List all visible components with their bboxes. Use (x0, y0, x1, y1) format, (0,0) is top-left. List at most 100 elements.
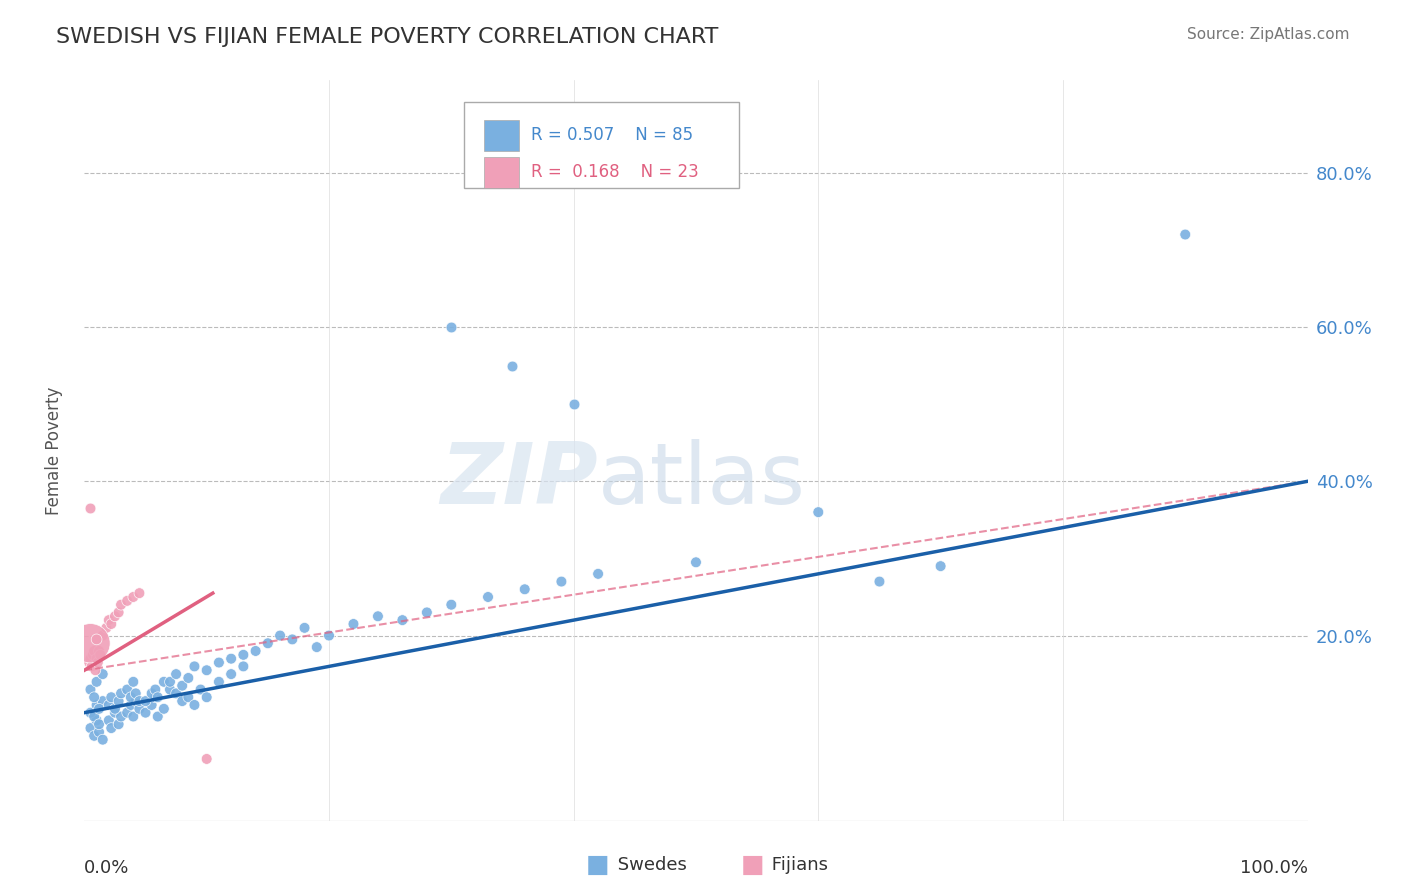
Point (86, 632, 108, 647)
Point (87, 644, 110, 658)
Point (100, 721, 122, 735)
Point (79, 721, 101, 735)
Point (87, 702, 110, 716)
Bar (484, 156, 519, 187)
Point (115, 706, 138, 720)
Point (86, 651, 108, 665)
Point (115, 682, 138, 697)
Point (586, 566, 609, 581)
Point (110, 686, 132, 700)
Point (125, 686, 148, 700)
Point (79, 682, 101, 697)
Point (165, 667, 187, 681)
Point (562, 397, 585, 411)
Point (477, 590, 499, 604)
Point (87, 656, 110, 670)
Point (96, 621, 118, 635)
Point (104, 609, 127, 624)
Point (79, 651, 101, 665)
Point (100, 690, 122, 705)
Point (87, 725, 110, 739)
Point (208, 656, 231, 670)
Point (83, 729, 105, 743)
Point (91, 667, 114, 681)
Point (513, 582, 536, 597)
Point (219, 651, 242, 665)
Text: Source: ZipAtlas.com: Source: ZipAtlas.com (1187, 27, 1350, 42)
Point (97, 698, 120, 712)
Text: ■: ■ (586, 854, 609, 877)
Point (135, 694, 157, 708)
Point (80, 659, 103, 673)
Point (110, 598, 132, 612)
Point (146, 709, 169, 723)
Point (416, 606, 439, 620)
Point (107, 694, 129, 708)
Point (208, 674, 231, 689)
Point (143, 682, 166, 697)
Point (86, 698, 108, 712)
Point (115, 594, 138, 608)
Point (83, 690, 105, 705)
Point (146, 690, 169, 705)
Point (122, 709, 145, 723)
Point (257, 636, 280, 650)
Point (86, 674, 108, 689)
Point (120, 690, 142, 705)
Point (929, 559, 952, 574)
Point (89, 648, 111, 662)
Point (318, 628, 340, 642)
Point (91, 694, 114, 708)
Point (82, 648, 104, 662)
Point (128, 694, 150, 708)
Point (122, 590, 145, 604)
Point (87, 717, 110, 731)
Point (172, 694, 194, 708)
FancyBboxPatch shape (464, 103, 738, 187)
Point (120, 698, 142, 712)
Point (79, 501, 101, 516)
Point (128, 702, 150, 716)
Point (83, 709, 105, 723)
Text: 0.0%: 0.0% (84, 859, 129, 877)
Point (177, 690, 200, 705)
Point (128, 586, 150, 600)
Point (107, 717, 129, 731)
Point (1174, 227, 1197, 242)
Point (685, 555, 707, 569)
Point (159, 674, 181, 689)
Point (232, 659, 254, 673)
Point (84, 663, 107, 677)
Point (440, 320, 463, 334)
Point (91, 732, 114, 747)
Text: Fijians: Fijians (766, 856, 828, 874)
Point (97, 714, 120, 728)
Point (107, 606, 129, 620)
Point (165, 686, 187, 700)
Point (97, 613, 120, 627)
Point (83, 644, 105, 658)
Point (104, 706, 127, 720)
Text: ■: ■ (741, 854, 763, 877)
Point (869, 574, 891, 589)
Point (91, 628, 114, 642)
Text: Female Poverty: Female Poverty (45, 386, 63, 515)
Point (232, 648, 254, 662)
Point (143, 690, 166, 705)
Point (125, 694, 148, 708)
Point (172, 679, 194, 693)
Point (294, 621, 316, 635)
Point (159, 682, 181, 697)
Bar (484, 120, 519, 151)
Point (135, 706, 157, 720)
Point (219, 667, 242, 681)
Point (190, 682, 212, 697)
Text: 100.0%: 100.0% (1240, 859, 1308, 877)
Point (502, 359, 524, 373)
Point (141, 686, 163, 700)
Point (550, 574, 572, 589)
Point (305, 640, 328, 654)
Point (153, 702, 176, 716)
Point (245, 644, 267, 658)
Point (100, 617, 122, 632)
